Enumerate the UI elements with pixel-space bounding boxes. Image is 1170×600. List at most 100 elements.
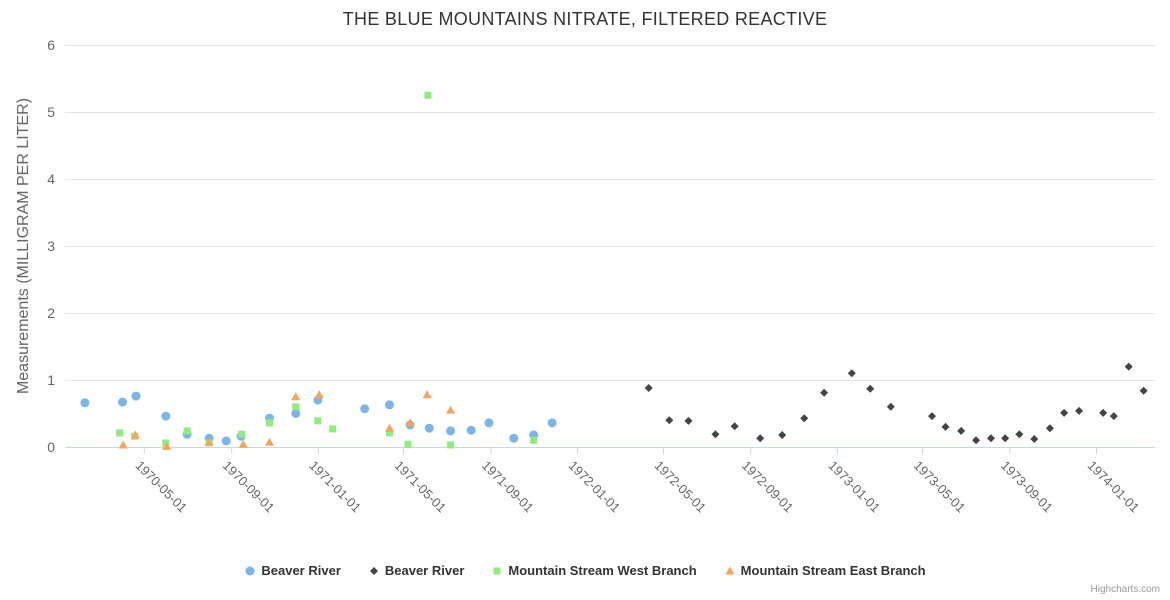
data-point-circle[interactable]: [446, 426, 456, 436]
y-axis-tick-label: 3: [47, 238, 55, 254]
data-point-triangle[interactable]: [446, 405, 456, 414]
chart-title: THE BLUE MOUNTAINS NITRATE, FILTERED REA…: [342, 9, 828, 29]
data-point-triangle[interactable]: [265, 437, 275, 446]
data-point-circle[interactable]: [547, 418, 557, 428]
y-axis-tick-label: 0: [47, 439, 55, 455]
data-point-circle[interactable]: [424, 423, 434, 433]
data-point-diamond[interactable]: [730, 422, 739, 431]
x-axis-tick-label: 1973-09-01: [998, 458, 1056, 516]
x-axis-tick-label: 1971-05-01: [392, 458, 450, 516]
data-point-diamond[interactable]: [1075, 406, 1084, 415]
data-point-circle[interactable]: [466, 425, 476, 435]
circle-legend-icon: [245, 566, 255, 575]
data-point-diamond[interactable]: [756, 434, 765, 443]
data-point-circle[interactable]: [118, 397, 128, 407]
data-point-circle[interactable]: [509, 433, 519, 443]
data-point-square[interactable]: [424, 91, 432, 99]
data-point-square[interactable]: [447, 441, 455, 449]
legend-item-1[interactable]: Beaver River: [368, 563, 465, 578]
data-point-square[interactable]: [404, 440, 412, 448]
legend-item-label: Beaver River: [261, 563, 341, 578]
x-axis-tick-label: 1974-01-01: [1085, 458, 1143, 516]
data-point-diamond[interactable]: [1139, 386, 1148, 395]
data-point-square[interactable]: [386, 429, 394, 437]
data-point-triangle[interactable]: [118, 440, 128, 449]
x-axis-tick-label: 1972-01-01: [566, 458, 624, 516]
x-axis-tick-label: 1971-09-01: [479, 458, 537, 516]
legend-item-0[interactable]: Beaver River: [244, 563, 341, 578]
data-point-diamond[interactable]: [847, 369, 856, 378]
legend-item-3[interactable]: Mountain Stream East Branch: [724, 563, 926, 578]
data-point-diamond[interactable]: [644, 384, 653, 393]
x-axis-tick-label: 1972-09-01: [739, 458, 797, 516]
x-axis-tick-label: 1970-09-01: [220, 458, 278, 516]
data-point-diamond[interactable]: [957, 426, 966, 435]
data-point-diamond[interactable]: [1124, 362, 1133, 371]
x-axis-tick-label: 1973-01-01: [826, 458, 884, 516]
data-point-diamond[interactable]: [711, 430, 720, 439]
y-axis-tick-label: 6: [47, 37, 55, 53]
y-axis-tick-label: 2: [47, 305, 55, 321]
legend-item-2[interactable]: Mountain Stream West Branch: [491, 563, 697, 578]
data-point-diamond[interactable]: [1015, 430, 1024, 439]
data-point-square[interactable]: [314, 417, 322, 425]
data-point-triangle[interactable]: [422, 390, 432, 399]
data-point-square[interactable]: [329, 425, 337, 433]
triangle-legend-icon: [725, 566, 735, 574]
x-axis-tick-label: 1971-01-01: [306, 458, 364, 516]
data-point-triangle[interactable]: [204, 437, 214, 446]
data-point-circle[interactable]: [80, 398, 90, 408]
data-point-square[interactable]: [530, 436, 538, 444]
legend-item-label: Beaver River: [384, 563, 465, 578]
data-point-circle[interactable]: [291, 409, 301, 418]
data-point-diamond[interactable]: [1060, 408, 1069, 417]
data-point-square[interactable]: [266, 419, 274, 427]
data-point-circle[interactable]: [385, 400, 395, 410]
legend: Beaver River Beaver River Mountain Stream …: [0, 563, 1170, 578]
data-point-triangle[interactable]: [291, 392, 301, 401]
data-point-diamond[interactable]: [1099, 408, 1108, 417]
data-point-diamond[interactable]: [778, 430, 787, 439]
data-point-diamond[interactable]: [972, 436, 981, 445]
data-point-triangle[interactable]: [162, 441, 172, 450]
data-point-diamond[interactable]: [684, 416, 693, 425]
data-point-circle[interactable]: [161, 411, 171, 421]
data-point-diamond[interactable]: [1030, 434, 1039, 443]
y-axis-tick-label: 5: [47, 104, 55, 120]
data-point-diamond[interactable]: [800, 414, 809, 423]
data-point-circle[interactable]: [484, 418, 494, 428]
data-point-triangle[interactable]: [405, 418, 415, 427]
data-point-diamond[interactable]: [665, 416, 674, 425]
data-point-square[interactable]: [162, 439, 170, 447]
data-point-triangle[interactable]: [385, 423, 395, 432]
data-point-diamond[interactable]: [886, 402, 895, 411]
data-point-circle[interactable]: [131, 391, 141, 401]
diamond-legend-icon: [369, 566, 378, 575]
data-point-diamond[interactable]: [1045, 424, 1054, 433]
x-axis-tick-label: 1973-05-01: [911, 458, 969, 516]
data-point-diamond[interactable]: [941, 422, 950, 431]
data-point-diamond[interactable]: [928, 412, 937, 421]
highcharts-credits[interactable]: Highcharts.com: [1090, 584, 1160, 595]
data-point-diamond[interactable]: [866, 384, 875, 393]
data-point-triangle[interactable]: [130, 430, 140, 439]
data-point-square[interactable]: [292, 403, 300, 411]
data-point-triangle[interactable]: [238, 439, 248, 448]
legend-item-label: Mountain Stream East Branch: [740, 563, 926, 578]
data-point-circle[interactable]: [360, 404, 370, 414]
data-point-diamond[interactable]: [1109, 412, 1118, 421]
legend-item-label: Mountain Stream West Branch: [508, 563, 697, 578]
data-point-diamond[interactable]: [820, 388, 829, 397]
x-axis-tick-label: 1972-05-01: [652, 458, 710, 516]
data-point-diamond[interactable]: [1001, 434, 1010, 443]
data-point-diamond[interactable]: [986, 434, 995, 443]
square-legend-icon: [493, 567, 501, 574]
data-point-square[interactable]: [238, 430, 246, 438]
y-axis-tick-label: 1: [47, 372, 55, 388]
data-point-square[interactable]: [116, 429, 124, 437]
data-point-circle[interactable]: [221, 436, 231, 446]
data-point-square[interactable]: [183, 427, 191, 435]
data-point-triangle[interactable]: [314, 390, 324, 399]
